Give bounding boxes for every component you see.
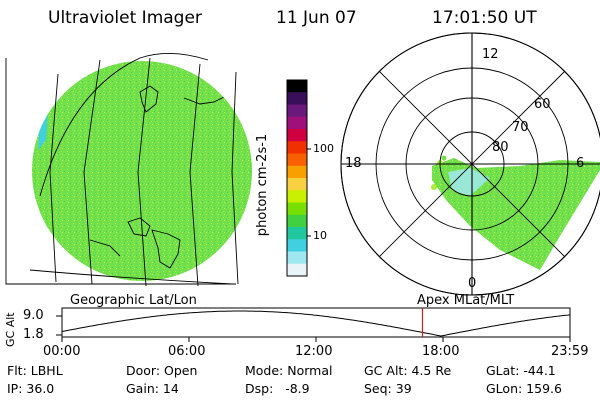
time-tick-1200: 12:00 — [295, 344, 333, 359]
colorbar-tick-10: 10 — [313, 229, 327, 242]
gc-alt-status: GC Alt: 4.5 Re — [364, 363, 452, 378]
gc-alt-axis-label: GC Alt — [4, 312, 17, 347]
colorbar-swatch — [287, 165, 307, 179]
colorbar-unit-label: photon cm-2s-1 — [255, 133, 270, 237]
colorbar-tick-100: 100 — [313, 142, 334, 155]
colorbar-swatch — [287, 214, 307, 228]
colorbar-swatch — [287, 178, 307, 191]
glat-status: GLat: -44.1 — [486, 363, 556, 378]
mlt-label-18: 18 — [345, 156, 362, 171]
latlon-grid — [29, 53, 239, 287]
lat-label-60: 60 — [534, 97, 551, 112]
altitude-curve — [61, 310, 571, 337]
colorbar-swatch — [287, 104, 307, 118]
alt-tick-9: 9.0 — [23, 308, 44, 323]
colorbar-swatch — [287, 153, 307, 167]
globe-frame — [5, 58, 236, 285]
colorbar-swatch — [287, 141, 307, 155]
color-bar — [286, 79, 311, 277]
instrument-title: Ultraviolet Imager — [48, 8, 202, 28]
altitude-plot — [56, 307, 571, 342]
colorbar-swatch — [287, 227, 307, 240]
lat-label-80: 80 — [492, 140, 509, 155]
polar-uv-image — [431, 155, 600, 270]
colorbar-swatch — [287, 251, 307, 265]
time-tick-0600: 06:00 — [168, 344, 206, 359]
glon-status: GLon: 159.6 — [486, 381, 562, 396]
mlt-label-12: 12 — [482, 47, 499, 62]
seq-status: Seq: 39 — [364, 381, 412, 396]
mode-status: Mode: Normal — [245, 363, 333, 378]
mlt-label-0: 0 — [468, 276, 477, 291]
ip-status: IP: 36.0 — [7, 381, 55, 396]
dsp-status: Dsp: -8.9 — [245, 381, 310, 396]
colorbar-swatch — [287, 80, 307, 93]
colorbar-border — [286, 79, 308, 277]
earth-globe-view — [5, 53, 252, 287]
alt-tick-1-8: 1.8 — [23, 327, 44, 342]
colorbar-swatch — [287, 263, 307, 277]
polar-mlt-plot — [340, 32, 600, 296]
time-label: 17:01:50 UT — [432, 8, 537, 28]
colorbar-swatch — [287, 190, 307, 204]
colorbar-swatch — [287, 239, 307, 253]
colorbar-swatch — [287, 202, 307, 216]
colorbar-swatch — [287, 92, 307, 106]
apex-mlat-caption: Apex MLat/MLT — [417, 293, 515, 308]
geo-latlon-caption: Geographic Lat/Lon — [70, 293, 197, 308]
uv-emission-disk — [32, 61, 252, 281]
lat-label-70: 70 — [512, 120, 529, 135]
date-label: 11 Jun 07 — [276, 8, 357, 28]
colorbar-swatch — [287, 116, 307, 130]
filter-status: Flt: LBHL — [7, 363, 63, 378]
time-tick-1800: 18:00 — [422, 344, 460, 359]
alt-plot-frame — [61, 307, 571, 338]
gain-status: Gain: 14 — [126, 381, 179, 396]
colorbar-swatch — [287, 129, 307, 142]
mlt-label-6: 6 — [576, 156, 585, 171]
time-tick-0000: 00:00 — [43, 344, 81, 359]
time-tick-2359: 23:59 — [551, 344, 589, 359]
door-status: Door: Open — [126, 363, 198, 378]
